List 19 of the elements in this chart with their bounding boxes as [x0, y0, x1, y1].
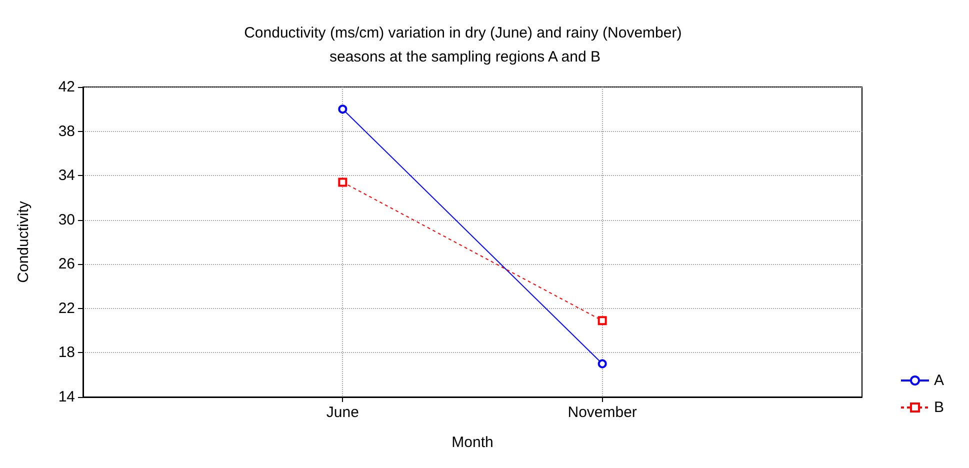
point	[338, 104, 348, 114]
y-tick-label: 30	[58, 211, 75, 228]
x-tick-label: June	[326, 404, 359, 421]
y-tick-label: 22	[58, 300, 75, 317]
x-axis-title: Month	[452, 434, 494, 451]
y-axis-title: Conductivity	[15, 200, 32, 283]
y-tick-label: 42	[58, 78, 75, 96]
legend-label: B	[934, 399, 944, 416]
y-tick-label: 18	[58, 344, 75, 362]
y-tick-label: 38	[58, 122, 75, 140]
x-tick-label: November	[568, 404, 637, 421]
point	[598, 316, 607, 326]
point	[338, 178, 348, 187]
y-tick-label: 14	[58, 388, 75, 406]
legend-label: A	[934, 372, 944, 389]
chart-title: Conductivity (ms/cm) variation in dry (June) and rainy (November) seasons at the sampling regions A and B	[244, 24, 686, 66]
point	[598, 359, 607, 368]
y-tick-label: 26	[58, 256, 75, 273]
y-tick-label: 34	[58, 167, 75, 184]
